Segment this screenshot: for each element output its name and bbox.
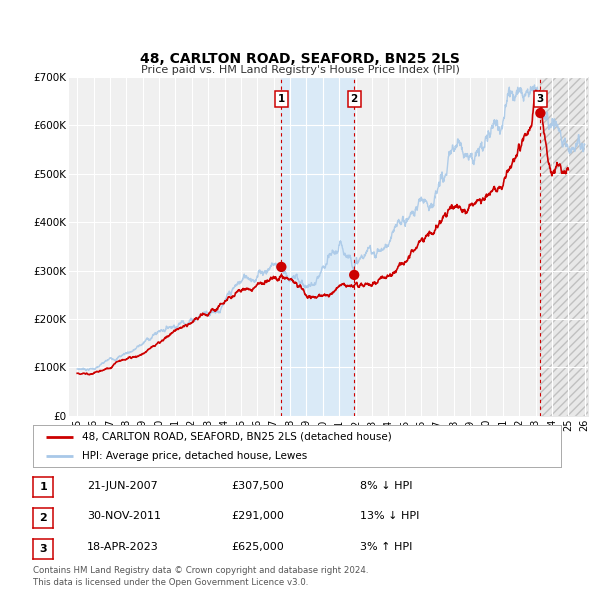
- Text: 30-NOV-2011: 30-NOV-2011: [87, 512, 161, 521]
- Text: 48, CARLTON ROAD, SEAFORD, BN25 2LS: 48, CARLTON ROAD, SEAFORD, BN25 2LS: [140, 52, 460, 66]
- Text: 8% ↓ HPI: 8% ↓ HPI: [360, 481, 413, 490]
- Text: Contains HM Land Registry data © Crown copyright and database right 2024.
This d: Contains HM Land Registry data © Crown c…: [33, 566, 368, 587]
- Text: 3: 3: [40, 544, 47, 553]
- Text: 48, CARLTON ROAD, SEAFORD, BN25 2LS (detached house): 48, CARLTON ROAD, SEAFORD, BN25 2LS (det…: [82, 432, 391, 442]
- Text: £291,000: £291,000: [231, 512, 284, 521]
- Text: 1: 1: [278, 94, 285, 104]
- Text: 3% ↑ HPI: 3% ↑ HPI: [360, 542, 412, 552]
- Point: [277, 262, 286, 271]
- Text: 13% ↓ HPI: 13% ↓ HPI: [360, 512, 419, 521]
- Text: £625,000: £625,000: [231, 542, 284, 552]
- Text: 18-APR-2023: 18-APR-2023: [87, 542, 159, 552]
- Text: 3: 3: [537, 94, 544, 104]
- Text: Price paid vs. HM Land Registry's House Price Index (HPI): Price paid vs. HM Land Registry's House …: [140, 65, 460, 75]
- Text: 2: 2: [350, 94, 358, 104]
- Text: 21-JUN-2007: 21-JUN-2007: [87, 481, 158, 490]
- Text: 1: 1: [40, 483, 47, 492]
- Text: HPI: Average price, detached house, Lewes: HPI: Average price, detached house, Lewe…: [82, 451, 307, 461]
- Text: £307,500: £307,500: [231, 481, 284, 490]
- Point: [536, 109, 545, 118]
- Point: [349, 270, 359, 280]
- Bar: [281, 77, 354, 416]
- Text: 2: 2: [40, 513, 47, 523]
